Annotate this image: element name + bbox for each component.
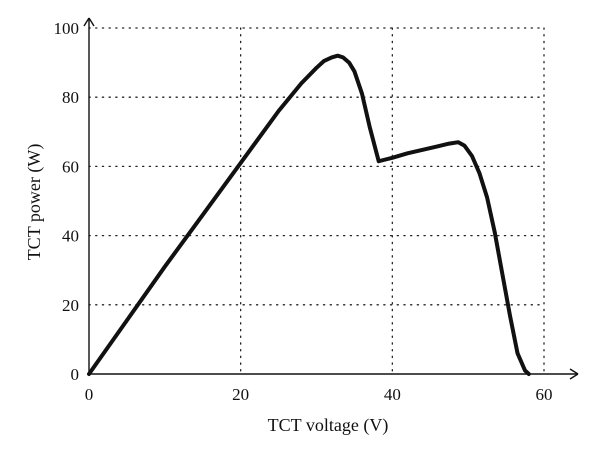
- x-axis-title: TCT voltage (V): [268, 415, 389, 436]
- axes: [83, 17, 579, 380]
- y-tick-label: 60: [62, 157, 79, 176]
- x-tick-label: 0: [85, 385, 94, 404]
- y-tick-label: 100: [54, 19, 80, 38]
- y-axis-arrow: [83, 17, 95, 27]
- y-tick-label: 80: [62, 88, 79, 107]
- y-tick-label: 20: [62, 296, 79, 315]
- x-tick-label: 60: [536, 385, 553, 404]
- x-tick-label: 40: [384, 385, 401, 404]
- x-tick-label: 20: [232, 385, 249, 404]
- y-tick-label: 0: [71, 365, 80, 384]
- x-axis-arrow: [569, 368, 579, 380]
- y-tick-label: 40: [62, 227, 79, 246]
- series: [87, 53, 531, 376]
- tick-labels: 0 20 40 60 0 20 40 60 80 100: [54, 19, 553, 404]
- series-line: [87, 53, 531, 376]
- y-axis-title: TCT power (W): [24, 144, 45, 261]
- grid: [88, 27, 545, 375]
